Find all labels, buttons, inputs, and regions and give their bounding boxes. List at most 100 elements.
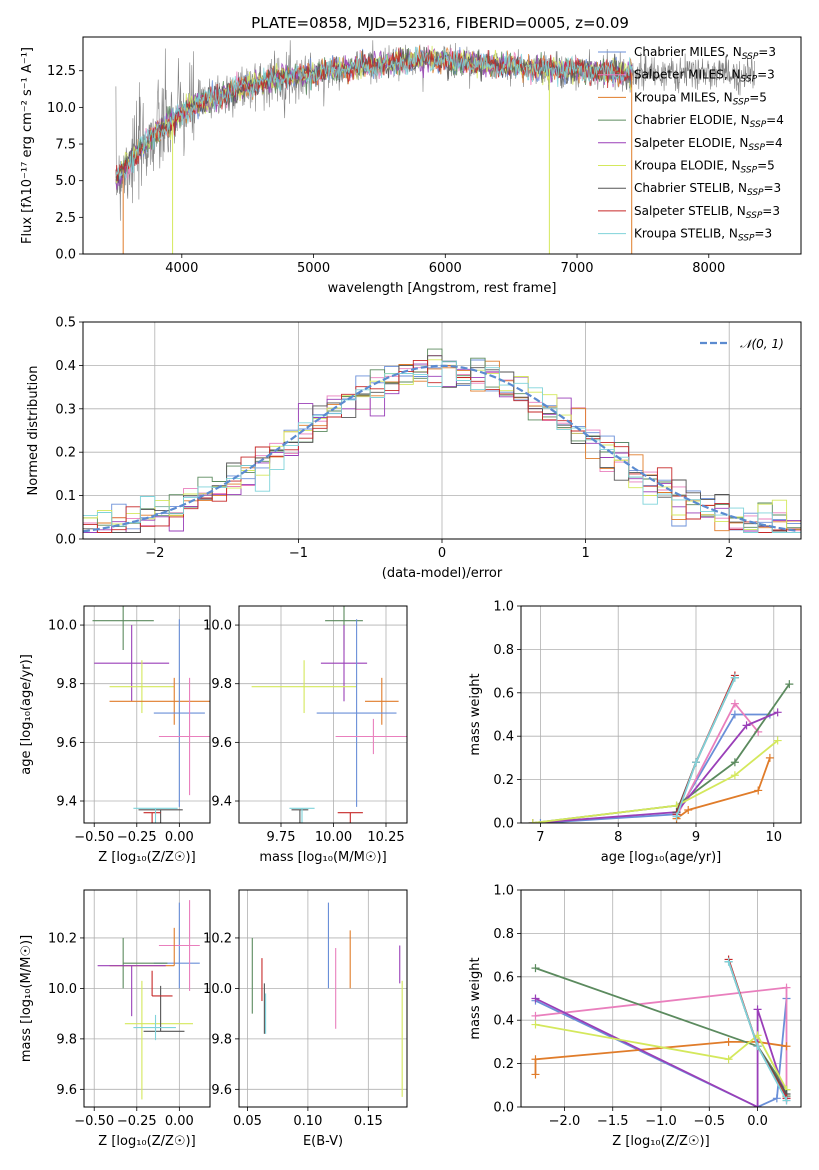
errorbar-point	[94, 625, 170, 702]
legend-entry-label: Chabrier STELIB, N	[634, 181, 747, 195]
legend-entry-sub: SSP	[741, 166, 758, 176]
weight-vs-age-ytick-label: 0.0	[493, 817, 514, 832]
residuals-ytick-label: 0.3	[55, 402, 76, 417]
weight-series	[672, 671, 739, 819]
errorbar-point	[109, 927, 175, 967]
weight-point-marker	[742, 721, 751, 730]
weight-point-marker	[724, 1055, 733, 1064]
spectrum-plot-area	[115, 40, 755, 254]
spectrum-ytick-label: 5.0	[55, 174, 76, 189]
errorbar-point	[158, 900, 200, 991]
legend-entry: Chabrier ELODIE, NSSP=4	[634, 113, 784, 130]
errorbar-point	[133, 1014, 176, 1041]
age-vs-z-axes: −0.50 −0.25 0.00 9.4 9.6 9.8 10.0 Z [log₁₀(Z/Z☉…	[19, 605, 211, 865]
legend-entry-suffix: =5	[757, 159, 775, 173]
weight-series	[528, 680, 794, 823]
legend-entry-label: Kroupa STELIB, N	[634, 227, 738, 241]
weight-point-marker	[536, 819, 545, 823]
weight-point-marker	[730, 699, 739, 708]
weight-point-marker	[772, 1094, 781, 1103]
legend-entry-label: Chabrier ELODIE, N	[634, 113, 750, 127]
errorbar-point	[316, 619, 397, 807]
residuals-xtick-label: −1	[289, 546, 308, 561]
mass-vs-z-ytick-label: 9.8	[56, 1032, 77, 1047]
legend-entry-label: Salpeter MILES, N	[634, 68, 741, 82]
spectrum-model-line	[115, 46, 633, 180]
age-vs-mass-plot-area	[251, 606, 407, 823]
age-vs-z-grid	[84, 606, 210, 823]
weight-vs-z-xtick-label: 0.0	[747, 1114, 768, 1129]
age-vs-mass-ytick-label: 9.8	[211, 677, 232, 692]
histogram-step	[83, 360, 801, 533]
spectrum-ytick-label: 0.0	[55, 248, 76, 263]
age-vs-z-xtick-label: −0.25	[117, 830, 157, 845]
age-vs-mass-ytick-label: 9.6	[211, 736, 232, 751]
age-vs-z-ytick-label: 9.4	[56, 795, 77, 810]
residuals-ytick-label: 0.5	[55, 316, 76, 331]
weight-point-marker	[773, 736, 782, 745]
weight-vs-age-ytick-label: 1.0	[493, 600, 514, 615]
weight-vs-z-ytick-label: 1.0	[493, 884, 514, 899]
weight-vs-z-ytick-label: 0.0	[493, 1101, 514, 1116]
age-vs-mass-grid	[239, 606, 407, 823]
spectrum-frame	[82, 36, 802, 255]
age-vs-mass-xtick-label: 10.25	[367, 830, 404, 845]
age-vs-z-frame	[83, 605, 211, 824]
age-vs-mass-xtick-label: 10.00	[315, 830, 352, 845]
legend-entry-sub: SSP	[733, 97, 750, 107]
weight-point-marker	[730, 771, 739, 780]
errorbar-point	[97, 965, 166, 1017]
mass-vs-ebv-frame	[238, 889, 408, 1108]
legend-entry-suffix: =3	[764, 181, 782, 195]
weight-point-marker	[531, 1011, 540, 1020]
errorbar-point	[153, 619, 205, 807]
weight-vs-age-xtick-label: 8	[614, 830, 622, 845]
weight-vs-age-xtick-label: 9	[692, 830, 700, 845]
spectrum-ytick-label: 2.5	[55, 211, 76, 226]
legend-entry-sub: SSP	[746, 211, 763, 221]
spectrum-ytick-label: 12.5	[47, 64, 76, 79]
spectrum-ylabel: Flux [fλ10⁻¹⁷ erg cm⁻² s⁻¹ A⁻¹]	[20, 47, 35, 244]
legend-entry-label: Salpeter ELODIE, N	[634, 136, 748, 150]
weight-vs-age-ylabel: mass weight	[468, 673, 483, 755]
weight-vs-z-frame	[520, 889, 802, 1108]
weight-vs-z-ytick-label: 0.8	[493, 927, 514, 942]
mass-vs-z-axes: −0.50 −0.25 0.00 9.6 9.8 10.0 10.2 Z [log₁₀(Z/Z…	[19, 889, 211, 1149]
mass-vs-z-ytick-label: 10.2	[48, 931, 77, 946]
legend-entry: Chabrier STELIB, NSSP=3	[634, 181, 781, 198]
legend-entry-suffix: =4	[765, 136, 783, 150]
weight-vs-age-xtick-label: 7	[536, 830, 544, 845]
mass-vs-ebv-ytick-label: 10.2	[203, 931, 232, 946]
mass-vs-z-grid	[84, 890, 210, 1107]
age-vs-z-ylabel: age [log₁₀(age/yr)]	[19, 654, 34, 775]
errorbar-point	[122, 937, 168, 989]
errorbar-point	[143, 812, 161, 823]
spectrum-xtick-label: 8000	[692, 261, 725, 276]
weight-point-marker	[753, 1042, 762, 1051]
age-vs-z-ytick-label: 9.6	[56, 736, 77, 751]
spectrum-xtick-label: 6000	[429, 261, 462, 276]
age-vs-mass-ytick-label: 9.4	[211, 795, 232, 810]
residuals-ylabel: Normed distribution	[26, 366, 41, 496]
weight-point-marker	[724, 1037, 733, 1046]
weight-vs-z-axes: −2.0 −1.5 −1.0 −0.5 0.0 0.0 0.2 0.4 0.6 0.8 1.0 Z […	[468, 884, 802, 1149]
weight-series-line	[540, 713, 770, 823]
mass-vs-ebv-xtick-label: 0.15	[354, 1114, 383, 1129]
weight-series-line	[535, 997, 788, 1107]
mass-vs-z-ytick-label: 10.0	[48, 982, 77, 997]
residuals-xtick-label: −2	[145, 546, 164, 561]
weight-series-line	[535, 1023, 788, 1091]
age-vs-mass-ytick-label: 10.0	[203, 619, 232, 634]
weight-series	[672, 753, 774, 823]
mass-vs-z-ylabel: mass [log₁₀(M/M☉)]	[19, 935, 34, 1062]
age-vs-mass-frame	[238, 605, 408, 824]
weight-point-marker	[753, 1005, 762, 1014]
weight-series	[528, 736, 782, 823]
weight-point-marker	[692, 758, 700, 767]
mass-vs-z-xtick-label: −0.25	[117, 1114, 157, 1129]
weight-point-marker	[684, 805, 693, 814]
weight-point-marker	[730, 758, 739, 767]
mass-vs-ebv-xtick-label: 0.05	[233, 1114, 262, 1129]
mass-vs-ebv-ytick-label: 9.8	[211, 1032, 232, 1047]
legend-entry: Kroupa STELIB, NSSP=3	[634, 227, 772, 244]
